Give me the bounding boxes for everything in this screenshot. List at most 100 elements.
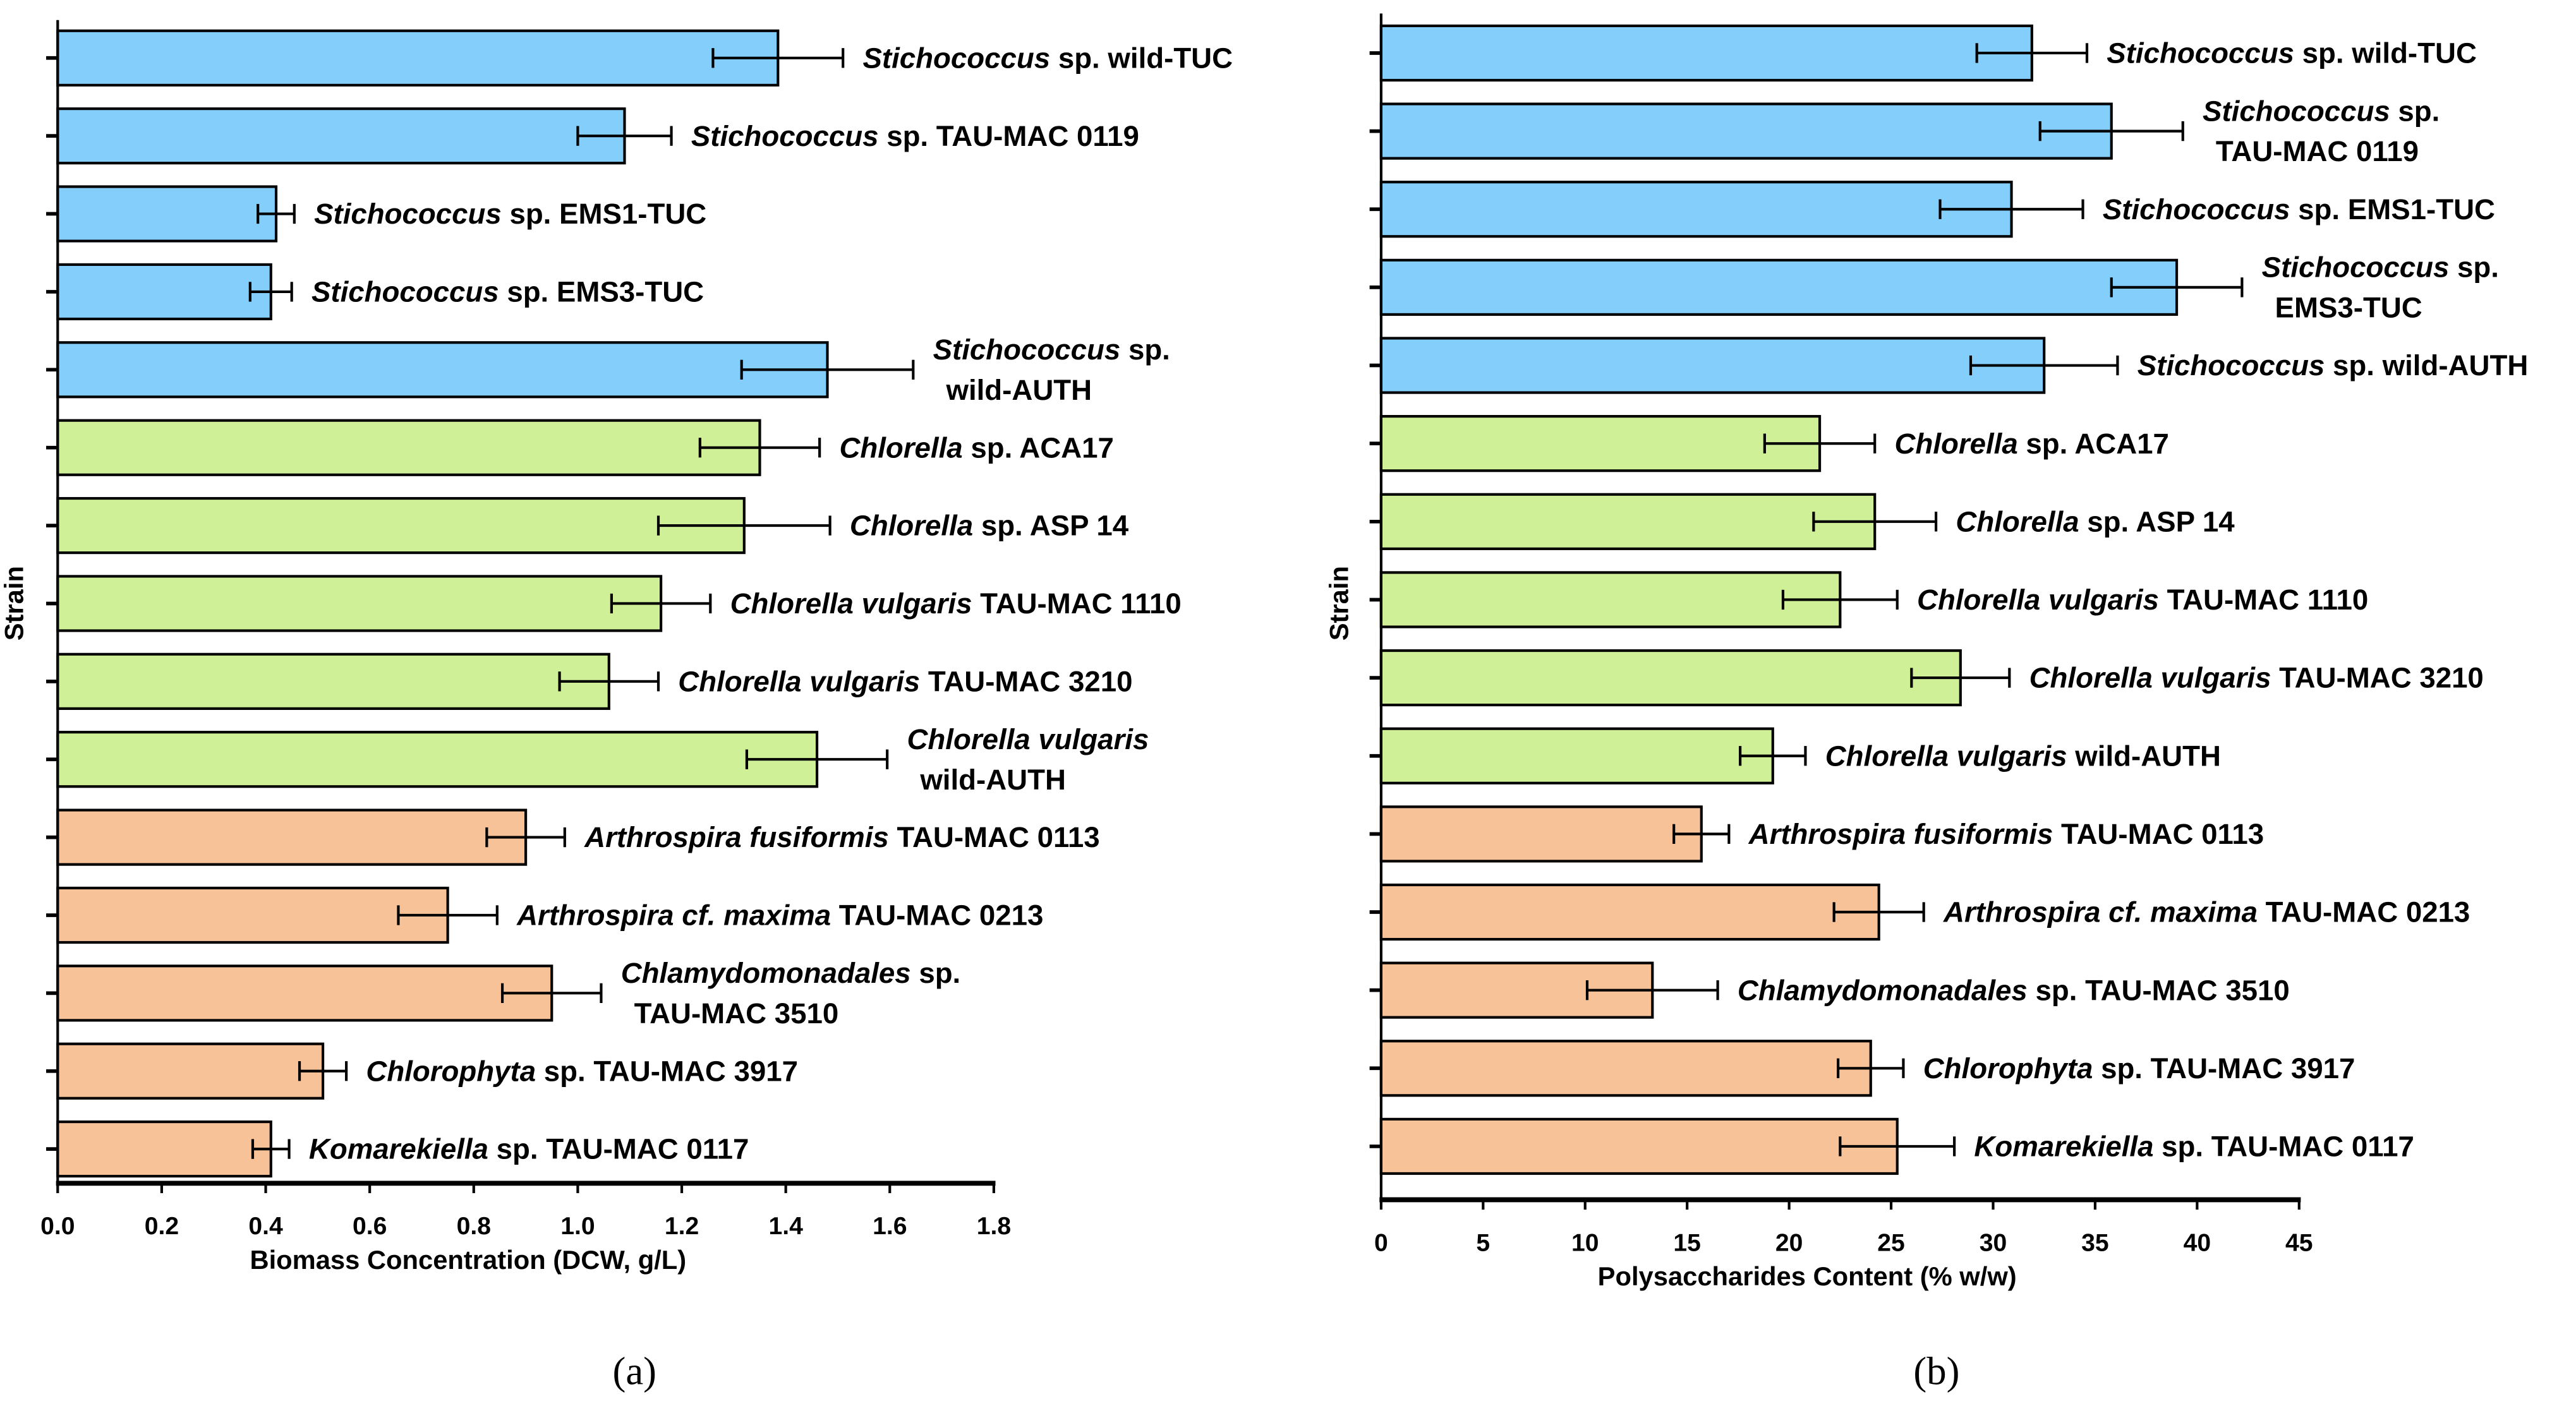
label-taxon: Stichococcus bbox=[933, 333, 1121, 366]
bar-label: Chlorella sp. ACA17 bbox=[839, 431, 1113, 464]
bar bbox=[1379, 883, 1880, 941]
bar-label: Stichococcus sp. EMS1-TUC bbox=[2103, 193, 2495, 225]
bar-label: Chlorophyta sp. TAU-MAC 3917 bbox=[1923, 1052, 2355, 1085]
label-text: sp. EMS1-TUC bbox=[2290, 193, 2494, 225]
x-tick-label: 0.2 bbox=[145, 1213, 179, 1240]
label-text: sp. TAU-MAC 3917 bbox=[536, 1055, 798, 1087]
bar-label: Stichococcus sp. wild-TUC bbox=[862, 42, 1233, 74]
label-text: TAU-MAC 3210 bbox=[2271, 662, 2483, 694]
bar bbox=[1379, 181, 2013, 238]
x-tick-label: 30 bbox=[1980, 1229, 2007, 1256]
bar bbox=[1379, 415, 1822, 472]
label-taxon: Chlorella vulgaris bbox=[1917, 584, 2159, 616]
x-tick-label: 45 bbox=[2285, 1229, 2313, 1256]
bar-label: TAU-MAC 0119 bbox=[2216, 135, 2419, 167]
bar-label: wild-AUTH bbox=[919, 764, 1066, 796]
y-axis-title: Strain bbox=[1324, 566, 1354, 640]
bar bbox=[56, 185, 278, 243]
bar-label: Chlorella vulgaris TAU-MAC 3210 bbox=[678, 665, 1132, 697]
label-text: sp. TAU-MAC 3917 bbox=[2093, 1052, 2355, 1085]
label-taxon: Arthrospira cf. maxima bbox=[516, 899, 831, 932]
bar-label: EMS3-TUC bbox=[2275, 291, 2422, 323]
bar-label: Stichococcus sp. TAU-MAC 0119 bbox=[691, 120, 1139, 152]
x-axis-title: Biomass Concentration (DCW, g/L) bbox=[250, 1245, 686, 1275]
label-text: sp. bbox=[2449, 251, 2499, 284]
bar bbox=[56, 263, 272, 321]
label-taxon: Stichococcus bbox=[311, 276, 499, 308]
label-text: TAU-MAC 0213 bbox=[831, 899, 1043, 932]
label-text: sp. ASP 14 bbox=[2079, 505, 2235, 538]
x-tick-label: 15 bbox=[1673, 1229, 1701, 1256]
label-text: sp. ASP 14 bbox=[973, 510, 1129, 542]
x-tick-label: 0.4 bbox=[248, 1213, 283, 1240]
bar bbox=[1379, 649, 1962, 707]
label-taxon: Chlorella bbox=[1895, 428, 2018, 460]
label-text: TAU-MAC 1110 bbox=[972, 587, 1181, 620]
bar-label: Chlorella vulgaris bbox=[907, 723, 1149, 755]
bar bbox=[56, 964, 553, 1022]
label-taxon: Chlorella vulgaris bbox=[2029, 662, 2271, 694]
x-tick-label: 1.0 bbox=[560, 1213, 595, 1240]
label-taxon: Chlorophyta bbox=[1923, 1052, 2093, 1085]
label-taxon: Komarekiella bbox=[309, 1133, 488, 1165]
label-taxon: Chlamydomonadales bbox=[1738, 974, 2028, 1006]
label-text: TAU-MAC 1110 bbox=[2159, 584, 2368, 616]
bar-label: wild-AUTH bbox=[945, 374, 1092, 406]
label-taxon: Chlorella vulgaris bbox=[730, 587, 972, 620]
bar-label: Stichococcus sp. bbox=[2262, 251, 2499, 284]
bar bbox=[1379, 1117, 1899, 1175]
bar-label: Chlorella vulgaris TAU-MAC 3210 bbox=[2029, 662, 2484, 694]
bar-label: Stichococcus sp. wild-TUC bbox=[2107, 37, 2477, 69]
bar bbox=[56, 341, 829, 399]
bar-label: Chlorella vulgaris TAU-MAC 1110 bbox=[730, 587, 1182, 620]
bar bbox=[1379, 1040, 1872, 1097]
label-taxon: Stichococcus bbox=[2203, 95, 2390, 127]
bar-label: Stichococcus sp. bbox=[933, 333, 1170, 366]
bar-label: Arthrospira fusiformis TAU-MAC 0113 bbox=[1748, 818, 2264, 850]
bar-label: Komarekiella sp. TAU-MAC 0117 bbox=[1974, 1131, 2414, 1163]
bar bbox=[1379, 727, 1774, 784]
bar bbox=[56, 886, 449, 944]
bar bbox=[1379, 337, 2046, 394]
label-text: TAU-MAC 0213 bbox=[2258, 896, 2470, 928]
bar bbox=[56, 652, 610, 710]
label-taxon: Stichococcus bbox=[2103, 193, 2290, 225]
bar bbox=[56, 1120, 272, 1178]
bar-label: Arthrospira cf. maxima TAU-MAC 0213 bbox=[516, 899, 1043, 932]
label-taxon: Chlorella bbox=[839, 431, 962, 464]
label-taxon: Stichococcus bbox=[2107, 37, 2294, 69]
label-taxon: Stichococcus bbox=[2262, 251, 2450, 284]
y-axis-title: Strain bbox=[0, 566, 29, 640]
label-taxon: Chlorella vulgaris bbox=[1825, 740, 2067, 772]
label-text: sp. bbox=[2390, 95, 2440, 127]
label-text: TAU-MAC 3510 bbox=[634, 997, 839, 1030]
label-taxon: Chlorella bbox=[1956, 505, 2079, 538]
bar-label: Chlorella vulgaris wild-AUTH bbox=[1825, 740, 2221, 772]
bar bbox=[56, 575, 663, 632]
bar-label: TAU-MAC 3510 bbox=[634, 997, 839, 1030]
label-taxon: Arthrospira fusiformis bbox=[584, 821, 889, 853]
label-text: sp. TAU-MAC 0117 bbox=[488, 1133, 749, 1165]
bar bbox=[1379, 571, 1842, 628]
x-tick-label: 10 bbox=[1571, 1229, 1599, 1256]
bar-label: Stichococcus sp. EMS1-TUC bbox=[314, 198, 706, 230]
bar bbox=[56, 731, 819, 788]
label-text: TAU-MAC 3210 bbox=[920, 665, 1132, 697]
bar bbox=[1379, 493, 1877, 550]
bar bbox=[56, 808, 528, 866]
label-text: sp. TAU-MAC 0117 bbox=[2153, 1131, 2414, 1163]
label-taxon: Stichococcus bbox=[862, 42, 1050, 74]
label-text: wild-AUTH bbox=[2067, 740, 2221, 772]
label-taxon: Komarekiella bbox=[1974, 1131, 2153, 1163]
bar-label: Chlorella sp. ASP 14 bbox=[850, 510, 1129, 542]
label-text: sp. TAU-MAC 3510 bbox=[2028, 974, 2290, 1006]
x-tick-label: 1.6 bbox=[873, 1213, 907, 1240]
x-tick-label: 20 bbox=[1775, 1229, 1803, 1256]
label-text: sp. EMS3-TUC bbox=[499, 276, 704, 308]
label-taxon: Chlorophyta bbox=[366, 1055, 536, 1087]
label-text: TAU-MAC 0113 bbox=[2053, 818, 2264, 850]
label-text: wild-AUTH bbox=[945, 374, 1092, 406]
bar-label: Arthrospira cf. maxima TAU-MAC 0213 bbox=[1943, 896, 2470, 928]
x-tick-label: 40 bbox=[2184, 1229, 2211, 1256]
